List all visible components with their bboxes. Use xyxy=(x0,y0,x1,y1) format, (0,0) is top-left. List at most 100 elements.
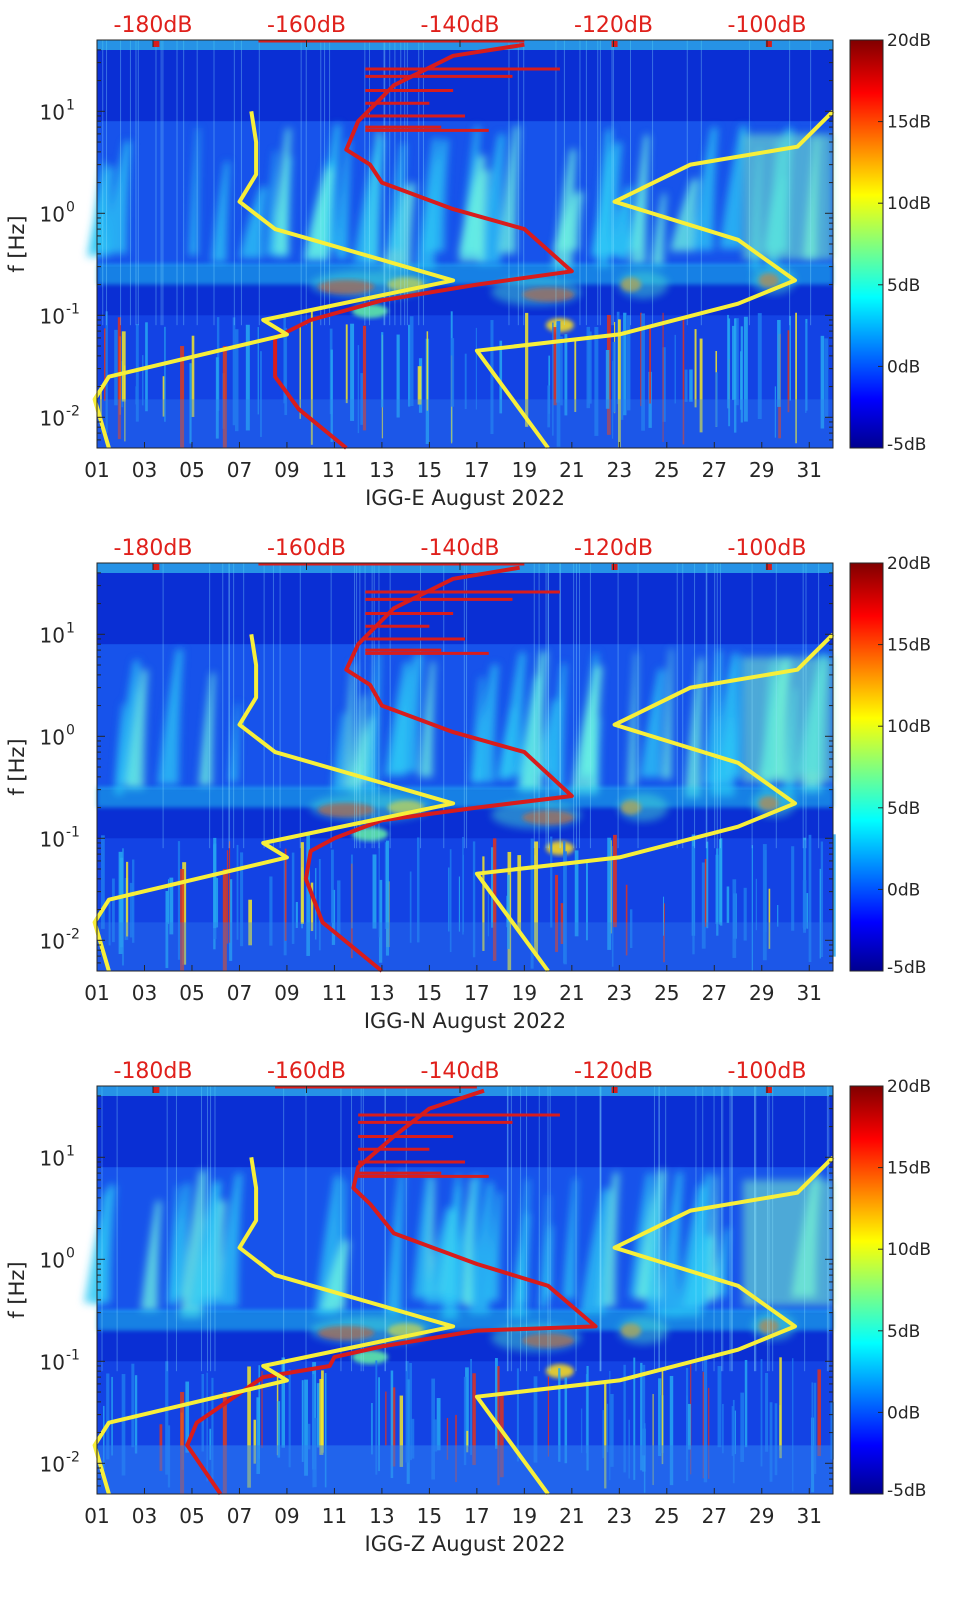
top-axis-label: -120dB xyxy=(574,1059,653,1084)
streak xyxy=(717,1366,722,1448)
streak xyxy=(641,313,645,431)
streak xyxy=(183,40,185,326)
streak xyxy=(559,563,561,849)
streak xyxy=(563,851,567,965)
streak xyxy=(222,346,227,448)
streak xyxy=(674,334,676,404)
streak xyxy=(686,40,688,326)
streak xyxy=(422,40,424,326)
streak xyxy=(175,1086,177,1372)
streak xyxy=(448,867,450,932)
x-tick-label: 29 xyxy=(749,981,774,1005)
plume xyxy=(650,193,667,266)
streak xyxy=(560,903,565,945)
plume xyxy=(140,1201,162,1311)
colorbar-label: 0dB xyxy=(887,1403,920,1423)
spectrogram-plumes xyxy=(86,124,820,271)
streak xyxy=(533,563,535,849)
streak xyxy=(732,325,736,401)
colorbar-label: 5dB xyxy=(887,799,920,819)
streak xyxy=(418,40,420,326)
plume xyxy=(239,186,268,259)
streak xyxy=(426,331,429,411)
streak xyxy=(350,323,355,421)
streak xyxy=(180,346,185,448)
streak xyxy=(802,563,804,849)
streak xyxy=(715,372,718,427)
streak xyxy=(819,868,822,959)
streak xyxy=(716,563,718,849)
streak xyxy=(102,40,104,326)
streak xyxy=(330,349,333,442)
colorbar-label: -5dB xyxy=(887,1481,926,1501)
streak xyxy=(586,1365,589,1471)
streak xyxy=(165,891,169,969)
y-tick-label: 10 xyxy=(40,827,65,851)
noise-model-low-line xyxy=(92,633,456,972)
streak xyxy=(168,879,170,925)
plume xyxy=(167,1185,180,1306)
streak xyxy=(356,563,358,849)
streak xyxy=(284,327,288,416)
streak xyxy=(594,326,599,436)
streak xyxy=(792,1358,794,1492)
streak xyxy=(362,1086,364,1372)
streak xyxy=(329,40,331,326)
streak xyxy=(389,563,391,849)
x-tick-label: 13 xyxy=(369,981,394,1005)
x-axis-title: IGG-N August 2022 xyxy=(364,1009,566,1033)
streak xyxy=(777,904,779,927)
streak xyxy=(757,313,762,419)
colorbar-label: 20dB xyxy=(887,554,931,574)
streak xyxy=(795,312,797,444)
streak xyxy=(610,1393,614,1467)
y-tick-label: 10 xyxy=(40,1146,65,1170)
streak xyxy=(805,322,807,413)
streak xyxy=(832,834,836,957)
streak xyxy=(730,1086,732,1372)
streak xyxy=(229,841,231,943)
streak xyxy=(364,40,366,326)
top-axis-label: -180dB xyxy=(114,13,193,38)
plume xyxy=(458,155,487,254)
x-tick-label: 15 xyxy=(417,1504,442,1528)
streak xyxy=(436,1398,441,1451)
streak xyxy=(206,1086,208,1372)
streak xyxy=(630,40,632,326)
streak xyxy=(734,1410,736,1455)
streak xyxy=(533,1376,538,1463)
x-tick-label: 13 xyxy=(369,458,394,482)
streak xyxy=(526,1086,528,1372)
streak xyxy=(132,859,135,943)
streak xyxy=(394,40,396,326)
streak xyxy=(633,1357,636,1480)
streak xyxy=(101,1086,103,1372)
streak xyxy=(258,40,260,326)
plume xyxy=(645,1178,662,1313)
streak xyxy=(371,563,373,849)
spectral-glow xyxy=(491,800,582,829)
x-tick-label: 23 xyxy=(607,981,632,1005)
x-tick-label: 27 xyxy=(702,458,727,482)
plume xyxy=(104,141,132,254)
streak xyxy=(359,563,361,849)
y-axis-title: f [Hz] xyxy=(5,215,29,272)
streak xyxy=(318,859,321,951)
plume xyxy=(627,652,638,788)
streak xyxy=(581,1408,583,1453)
x-tick-label: 17 xyxy=(464,458,489,482)
psd-marker xyxy=(765,1087,772,1093)
streak xyxy=(813,1382,817,1474)
streak xyxy=(354,563,356,849)
streak xyxy=(828,1086,830,1372)
streak xyxy=(607,837,612,950)
streak xyxy=(682,317,685,445)
plume xyxy=(496,707,516,780)
streak xyxy=(210,1086,212,1372)
plume xyxy=(596,128,612,267)
y-tick-label: 10 xyxy=(40,1452,65,1476)
streak xyxy=(103,328,106,401)
plume xyxy=(385,1171,405,1316)
streak xyxy=(508,40,510,326)
